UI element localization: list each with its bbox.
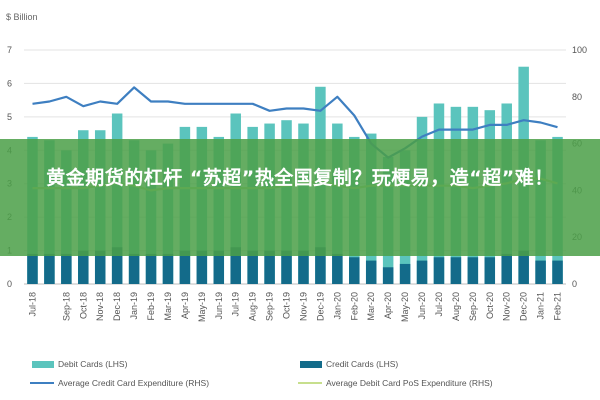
credit-bar: [382, 267, 394, 284]
credit-bar: [94, 250, 106, 284]
credit-bar: [552, 260, 563, 284]
x-tick-label: Feb-21: [553, 292, 563, 321]
legend: Debit Cards (LHS) Credit Cards (LHS) Avera…: [30, 359, 493, 388]
x-tick-label: Oct-18: [78, 292, 88, 319]
x-tick-label: Jan-20: [332, 292, 342, 320]
x-tick-label: Apr-19: [180, 292, 190, 319]
left-tick-label: 0: [7, 279, 12, 289]
x-tick-label: Jun-19: [214, 292, 224, 320]
x-axis-ticks: Jul-18 Sep-18 Oct-18 Nov-18 Dec-18 Jan-19 Feb-…: [27, 292, 562, 322]
legend-label: Credit Cards (LHS): [326, 359, 398, 369]
credit-bar: [196, 250, 208, 284]
legend-swatch: [300, 361, 322, 368]
credit-bar: [501, 253, 512, 284]
x-tick-label: Mar-19: [163, 292, 173, 321]
credit-bar: [44, 253, 55, 284]
x-tick-label: Feb-19: [146, 292, 156, 321]
legend-label: Average Debit Card PoS Expenditure (RHS): [326, 378, 493, 388]
x-tick-label: Nov-20: [502, 292, 512, 321]
credit-bar: [230, 247, 241, 284]
x-tick-label: Nov-19: [298, 292, 308, 321]
legend-label: Debit Cards (LHS): [58, 359, 128, 369]
credit-bar: [162, 253, 174, 284]
credit-bar: [518, 250, 529, 284]
credit-bar: [365, 260, 377, 284]
credit-bar: [535, 260, 546, 284]
credit-bar: [281, 250, 292, 284]
left-tick-label: 7: [7, 45, 12, 55]
credit-bar: [27, 253, 38, 284]
x-tick-label: Oct-19: [282, 292, 292, 319]
credit-bar: [450, 257, 462, 284]
x-tick-label: Jan-19: [129, 292, 139, 320]
credit-bar: [264, 250, 275, 284]
credit-bar: [433, 257, 445, 284]
credit-bar: [484, 257, 496, 284]
credit-bar: [399, 263, 411, 284]
x-tick-label: Jul-20: [434, 292, 444, 317]
x-tick-label: Nov-18: [95, 292, 105, 321]
credit-bar: [61, 253, 72, 284]
x-tick-label: Dec-20: [519, 292, 529, 321]
credit-bar: [145, 253, 157, 284]
credit-bar: [128, 253, 140, 284]
x-tick-label: Jan-21: [536, 292, 546, 320]
x-tick-label: Dec-19: [315, 292, 325, 321]
credit-bar: [349, 257, 360, 284]
legend-label: Average Credit Card Expenditure (RHS): [58, 378, 209, 388]
right-tick-label: 80: [572, 92, 582, 102]
x-tick-label: Mar-20: [366, 292, 376, 321]
credit-bar: [78, 250, 89, 284]
x-tick-label: Aug-19: [248, 292, 258, 321]
credit-bar: [332, 253, 343, 284]
x-tick-label: Dec-18: [112, 292, 122, 321]
credit-bar: [416, 260, 428, 284]
y-axis-unit-label: $ Billion: [6, 12, 38, 22]
credit-bar: [247, 250, 258, 284]
legend-swatch: [32, 361, 54, 368]
credit-bar: [298, 250, 309, 284]
credit-bar: [315, 247, 326, 284]
x-tick-label: Sep-18: [61, 292, 71, 321]
x-tick-label: Apr-20: [383, 292, 393, 319]
right-tick-label: 100: [572, 45, 587, 55]
credit-card-bars: [27, 247, 563, 284]
x-tick-label: Oct-20: [485, 292, 495, 319]
x-tick-label: May-20: [400, 292, 410, 322]
credit-bar: [179, 250, 191, 284]
credit-bar: [467, 257, 479, 284]
x-tick-label: May-19: [197, 292, 207, 322]
x-tick-label: Jun-20: [417, 292, 427, 320]
x-tick-label: Jul-18: [27, 292, 37, 317]
x-tick-label: Sep-19: [265, 292, 275, 321]
credit-expenditure-line: [32, 86, 558, 159]
right-tick-label: 0: [572, 279, 577, 289]
credit-bar: [111, 247, 123, 284]
credit-bar: [213, 250, 225, 284]
overlay-headline: 黄金期货的杠杆 “苏超”热全国复制？玩梗易，造“超”难！: [46, 167, 554, 189]
x-tick-label: Aug-20: [451, 292, 461, 321]
left-tick-label: 5: [7, 112, 12, 122]
x-tick-label: Feb-20: [349, 292, 359, 321]
x-tick-label: Jul-19: [231, 292, 241, 317]
x-tick-label: Sep-20: [468, 292, 478, 321]
overlay-banner: 黄金期货的杠杆 “苏超”热全国复制？玩梗易，造“超”难！: [0, 139, 600, 256]
left-tick-label: 6: [7, 78, 12, 88]
